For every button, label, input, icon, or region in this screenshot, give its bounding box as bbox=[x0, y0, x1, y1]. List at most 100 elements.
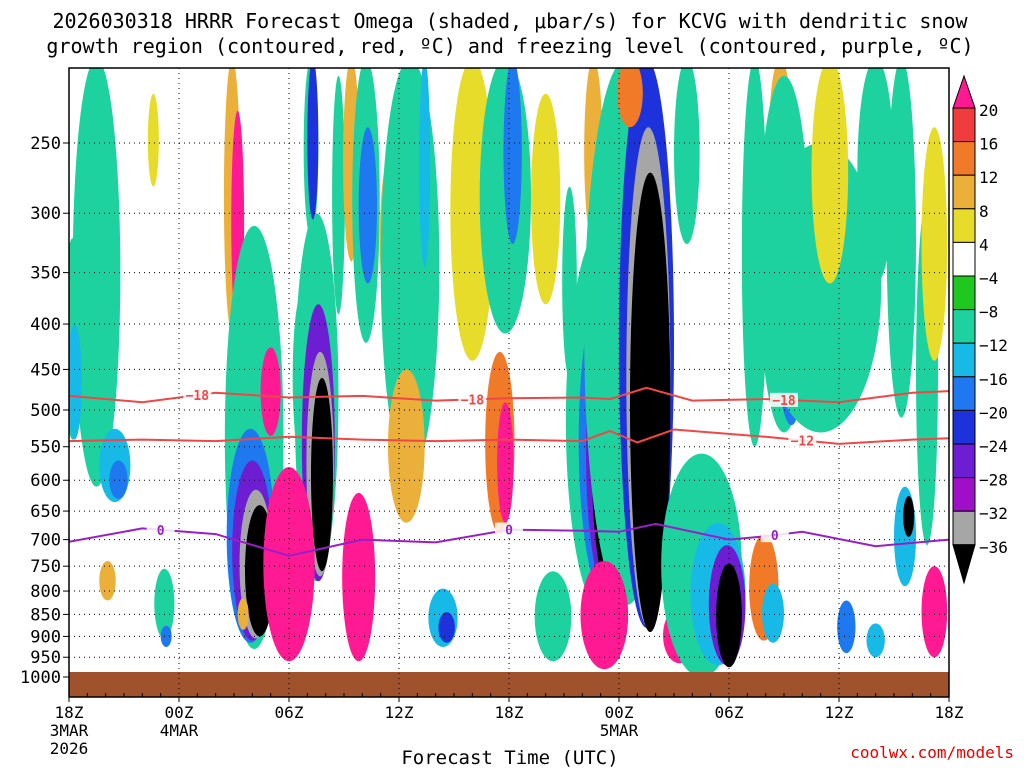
y-tick-label: 750 bbox=[30, 557, 61, 577]
y-tick-label: 250 bbox=[30, 134, 61, 154]
omega-cell bbox=[811, 68, 849, 284]
omega-cell bbox=[311, 377, 333, 572]
omega-cell bbox=[674, 68, 700, 245]
colorbar-segment bbox=[952, 275, 976, 311]
omega-cell bbox=[741, 68, 768, 447]
omega-cell bbox=[531, 93, 561, 305]
isotherms: −18 −18 −18 −12 0 0 0 bbox=[69, 386, 949, 557]
contour-label: −18 bbox=[772, 394, 796, 409]
colorbar-segment bbox=[952, 409, 976, 445]
colorbar-segment bbox=[952, 342, 976, 378]
colorbar-top-arrow bbox=[952, 74, 976, 109]
colorbar-label: 4 bbox=[979, 235, 989, 254]
contour-label: −18 bbox=[461, 393, 485, 408]
x-tick-label: 00Z bbox=[605, 703, 634, 722]
colorbar-segment bbox=[952, 141, 976, 176]
contour-label: 0 bbox=[771, 529, 779, 544]
x-tick-label: 18Z bbox=[495, 703, 524, 722]
colorbar-segment bbox=[952, 309, 976, 344]
colorbar-label: −8 bbox=[979, 303, 998, 322]
contour-label: 0 bbox=[157, 524, 165, 539]
omega-cell bbox=[630, 172, 671, 633]
omega-cell bbox=[886, 68, 916, 418]
isotherm-line bbox=[69, 386, 949, 404]
omega-cell bbox=[388, 369, 425, 523]
contour-label: −18 bbox=[186, 389, 210, 404]
colorbar-segment bbox=[952, 107, 976, 143]
y-tick-label: 700 bbox=[30, 531, 61, 551]
colorbar-label: −12 bbox=[979, 336, 1008, 355]
y-tick-label: 500 bbox=[30, 401, 61, 421]
omega-cell bbox=[497, 402, 514, 523]
credit-text: coolwx.com/models bbox=[850, 743, 1014, 762]
x-tick-date: 3MAR bbox=[50, 721, 89, 740]
y-tick-label: 1000 bbox=[20, 668, 61, 688]
omega-cell bbox=[760, 142, 882, 433]
omega-cell bbox=[503, 68, 522, 245]
colorbar-label: −36 bbox=[979, 538, 1008, 557]
contour-label-bg bbox=[495, 522, 523, 537]
y-tick-label: 900 bbox=[30, 627, 61, 647]
contour-label-bg bbox=[146, 522, 175, 537]
colorbar-segment bbox=[952, 376, 976, 411]
x-tick-year: 2026 bbox=[50, 739, 89, 758]
contour-label-bg bbox=[788, 433, 817, 448]
isotherm-line bbox=[69, 522, 949, 557]
colorbar: 20 16 12 8 4 −4 −8 −12 −16 −20 −24 −28 −32 −36 bbox=[952, 74, 1008, 585]
omega-cell bbox=[260, 347, 281, 437]
x-tick-label: 06Z bbox=[275, 703, 304, 722]
contour-label-bg bbox=[760, 528, 789, 543]
omega-cell bbox=[903, 495, 915, 537]
omega-cell bbox=[716, 563, 742, 668]
contour-label: −12 bbox=[791, 434, 814, 449]
gridlines bbox=[68, 68, 950, 697]
omega-cell bbox=[762, 583, 784, 643]
omega-cell bbox=[307, 68, 319, 220]
x-tick-label: 00Z bbox=[165, 703, 194, 722]
y-tick-label: 350 bbox=[30, 264, 61, 284]
y-tick-label: 850 bbox=[30, 605, 61, 625]
x-tick-date: 5MAR bbox=[600, 721, 639, 740]
omega-cell bbox=[69, 324, 82, 440]
omega-cell bbox=[921, 127, 948, 361]
omega-cell bbox=[866, 623, 885, 658]
colorbar-label: −24 bbox=[979, 437, 1008, 456]
colorbar-label: 16 bbox=[979, 135, 998, 154]
omega-cell bbox=[109, 460, 128, 500]
colorbar-label: 12 bbox=[979, 168, 998, 187]
omega-cell bbox=[147, 93, 159, 187]
omega-cell bbox=[263, 467, 315, 662]
x-tick-label: 06Z bbox=[715, 703, 744, 722]
y-axis: 2503003504004505005506006507007508008509… bbox=[20, 134, 69, 688]
colorbar-segment bbox=[952, 241, 976, 277]
colorbar-segment bbox=[952, 510, 976, 546]
omega-cell bbox=[237, 598, 249, 630]
ground bbox=[69, 672, 949, 697]
y-tick-label: 300 bbox=[30, 204, 61, 224]
contour-label-bg bbox=[770, 392, 798, 407]
chart-title-line-1: 2026030318 HRRR Forecast Omega (shaded, … bbox=[52, 9, 968, 33]
omega-cell bbox=[358, 127, 378, 284]
y-tick-label: 950 bbox=[30, 648, 61, 668]
x-tick-label: 12Z bbox=[385, 703, 414, 722]
omega-cell bbox=[921, 566, 948, 658]
omega-cell bbox=[617, 68, 643, 128]
colorbar-label: −4 bbox=[979, 269, 998, 288]
omega-cell bbox=[72, 68, 121, 487]
omega-cell bbox=[534, 571, 572, 662]
omega-cell bbox=[160, 625, 172, 647]
colorbar-segment bbox=[952, 477, 976, 512]
colorbar-label: −20 bbox=[979, 403, 1008, 422]
omega-cell bbox=[580, 561, 629, 670]
contour-label-bg bbox=[458, 392, 487, 407]
colorbar-label: 20 bbox=[979, 101, 998, 120]
omega-cell bbox=[332, 75, 345, 315]
colorbar-label: 8 bbox=[979, 202, 989, 221]
x-axis-label: Forecast Time (UTC) bbox=[401, 747, 618, 768]
colorbar-label: −16 bbox=[979, 370, 1008, 389]
colorbar-label: −32 bbox=[979, 504, 1008, 523]
y-tick-label: 550 bbox=[30, 438, 61, 458]
omega-cell bbox=[99, 561, 116, 601]
y-tick-label: 600 bbox=[30, 471, 61, 491]
